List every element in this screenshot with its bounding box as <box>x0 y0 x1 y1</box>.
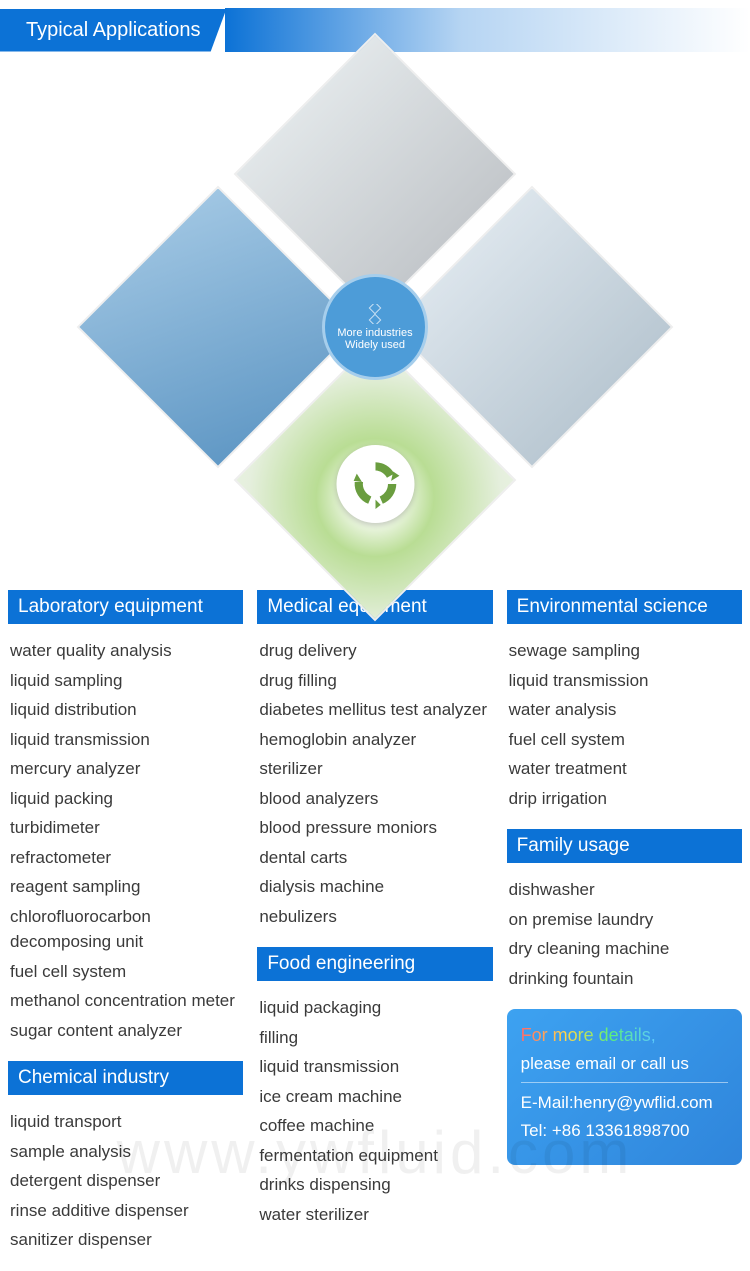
section-list: dishwasher on premise laundry dry cleaning… <box>507 877 742 991</box>
list-item: drug filling <box>257 668 492 694</box>
contact-email: E-Mail:henry@ywflid.com <box>521 1093 728 1113</box>
contact-phone: Tel: +86 13361898700 <box>521 1121 728 1141</box>
list-item: liquid packing <box>8 786 243 812</box>
list-item: filling <box>257 1025 492 1051</box>
list-item: liquid transmission <box>257 1054 492 1080</box>
list-item: refractometer <box>8 845 243 871</box>
list-item: dishwasher <box>507 877 742 903</box>
list-item: fuel cell system <box>8 959 243 985</box>
list-item: drinking fountain <box>507 966 742 992</box>
list-item: turbidimeter <box>8 815 243 841</box>
list-item: sewage sampling <box>507 638 742 664</box>
list-item: sugar content analyzer <box>8 1018 243 1044</box>
list-item: water analysis <box>507 697 742 723</box>
list-item: chlorofluorocarbon decomposing unit <box>8 904 243 955</box>
list-item: hemoglobin analyzer <box>257 727 492 753</box>
section-header: Food engineering <box>257 947 492 981</box>
list-item: liquid distribution <box>8 697 243 723</box>
list-item: drug delivery <box>257 638 492 664</box>
list-item: sanitizer dispenser <box>8 1227 243 1253</box>
list-item: liquid transport <box>8 1109 243 1135</box>
list-item: diabetes mellitus test analyzer <box>257 697 492 723</box>
list-item: drip irrigation <box>507 786 742 812</box>
section-list: liquid transport sample analysis detergent… <box>8 1109 243 1253</box>
diamond-graphic: More industries Widely used <box>0 62 750 562</box>
list-item: dental carts <box>257 845 492 871</box>
list-item: reagent sampling <box>8 874 243 900</box>
section-list: liquid packaging filling liquid transmissi… <box>257 995 492 1227</box>
list-item: water sterilizer <box>257 1202 492 1228</box>
list-item: detergent dispenser <box>8 1168 243 1194</box>
column-left: Laboratory equipment water quality analys… <box>8 590 243 1271</box>
columns-container: Laboratory equipment water quality analys… <box>0 590 750 1271</box>
list-item: water treatment <box>507 756 742 782</box>
recycle-icon <box>336 445 414 523</box>
column-right: Environmental science sewage sampling liqu… <box>507 590 742 1271</box>
contact-title-2: please email or call us <box>521 1054 728 1074</box>
center-text-2: Widely used <box>345 339 405 351</box>
list-item: ice cream machine <box>257 1084 492 1110</box>
section-list: sewage sampling liquid transmission water … <box>507 638 742 811</box>
list-item: dry cleaning machine <box>507 936 742 962</box>
list-item: fermentation equipment <box>257 1143 492 1169</box>
section-list: drug delivery drug filling diabetes mellit… <box>257 638 492 929</box>
contact-title-1: For more details, <box>521 1025 656 1045</box>
section-header: Family usage <box>507 829 742 863</box>
list-item: water quality analysis <box>8 638 243 664</box>
contact-divider <box>521 1082 728 1083</box>
list-item: mercury analyzer <box>8 756 243 782</box>
list-item: sterilizer <box>257 756 492 782</box>
header-gradient <box>225 8 750 52</box>
list-item: on premise laundry <box>507 907 742 933</box>
section-header: Environmental science <box>507 590 742 624</box>
column-middle: Medical equipmentdrug deliverydrug filli… <box>257 590 492 1271</box>
list-item: liquid sampling <box>8 668 243 694</box>
list-item: rinse additive dispenser <box>8 1198 243 1224</box>
list-item: liquid transmission <box>8 727 243 753</box>
list-item: liquid transmission <box>507 668 742 694</box>
list-item: blood analyzers <box>257 786 492 812</box>
list-item: dialysis machine <box>257 874 492 900</box>
section-header: Chemical industry <box>8 1061 243 1095</box>
list-item: drinks dispensing <box>257 1172 492 1198</box>
center-text-1: More industries <box>337 327 412 339</box>
list-item: liquid packaging <box>257 995 492 1021</box>
list-item: sample analysis <box>8 1139 243 1165</box>
section-list: water quality analysis liquid sampling liq… <box>8 638 243 1043</box>
list-item: methanol concentration meter <box>8 988 243 1014</box>
contact-box: For more details, please email or call us… <box>507 1009 742 1165</box>
section-header: Laboratory equipment <box>8 590 243 624</box>
list-item: coffee machine <box>257 1113 492 1139</box>
list-item: fuel cell system <box>507 727 742 753</box>
header-title: Typical Applications <box>0 9 227 52</box>
center-circle: More industries Widely used <box>322 274 428 380</box>
list-item: nebulizers <box>257 904 492 930</box>
list-item: blood pressure moniors <box>257 815 492 841</box>
